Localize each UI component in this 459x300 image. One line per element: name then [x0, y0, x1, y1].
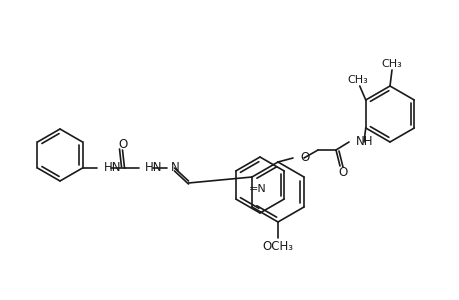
Text: =N: =N [248, 184, 266, 194]
Text: HN: HN [144, 160, 162, 173]
Text: NH: NH [355, 134, 373, 148]
Text: CH₃: CH₃ [347, 75, 367, 85]
Text: CH₃: CH₃ [381, 59, 402, 69]
Text: HN: HN [103, 160, 121, 173]
Text: O: O [299, 151, 308, 164]
Text: O: O [338, 166, 347, 178]
Text: OCH₃: OCH₃ [262, 239, 293, 253]
Text: O: O [118, 137, 127, 151]
Text: N: N [170, 160, 179, 173]
